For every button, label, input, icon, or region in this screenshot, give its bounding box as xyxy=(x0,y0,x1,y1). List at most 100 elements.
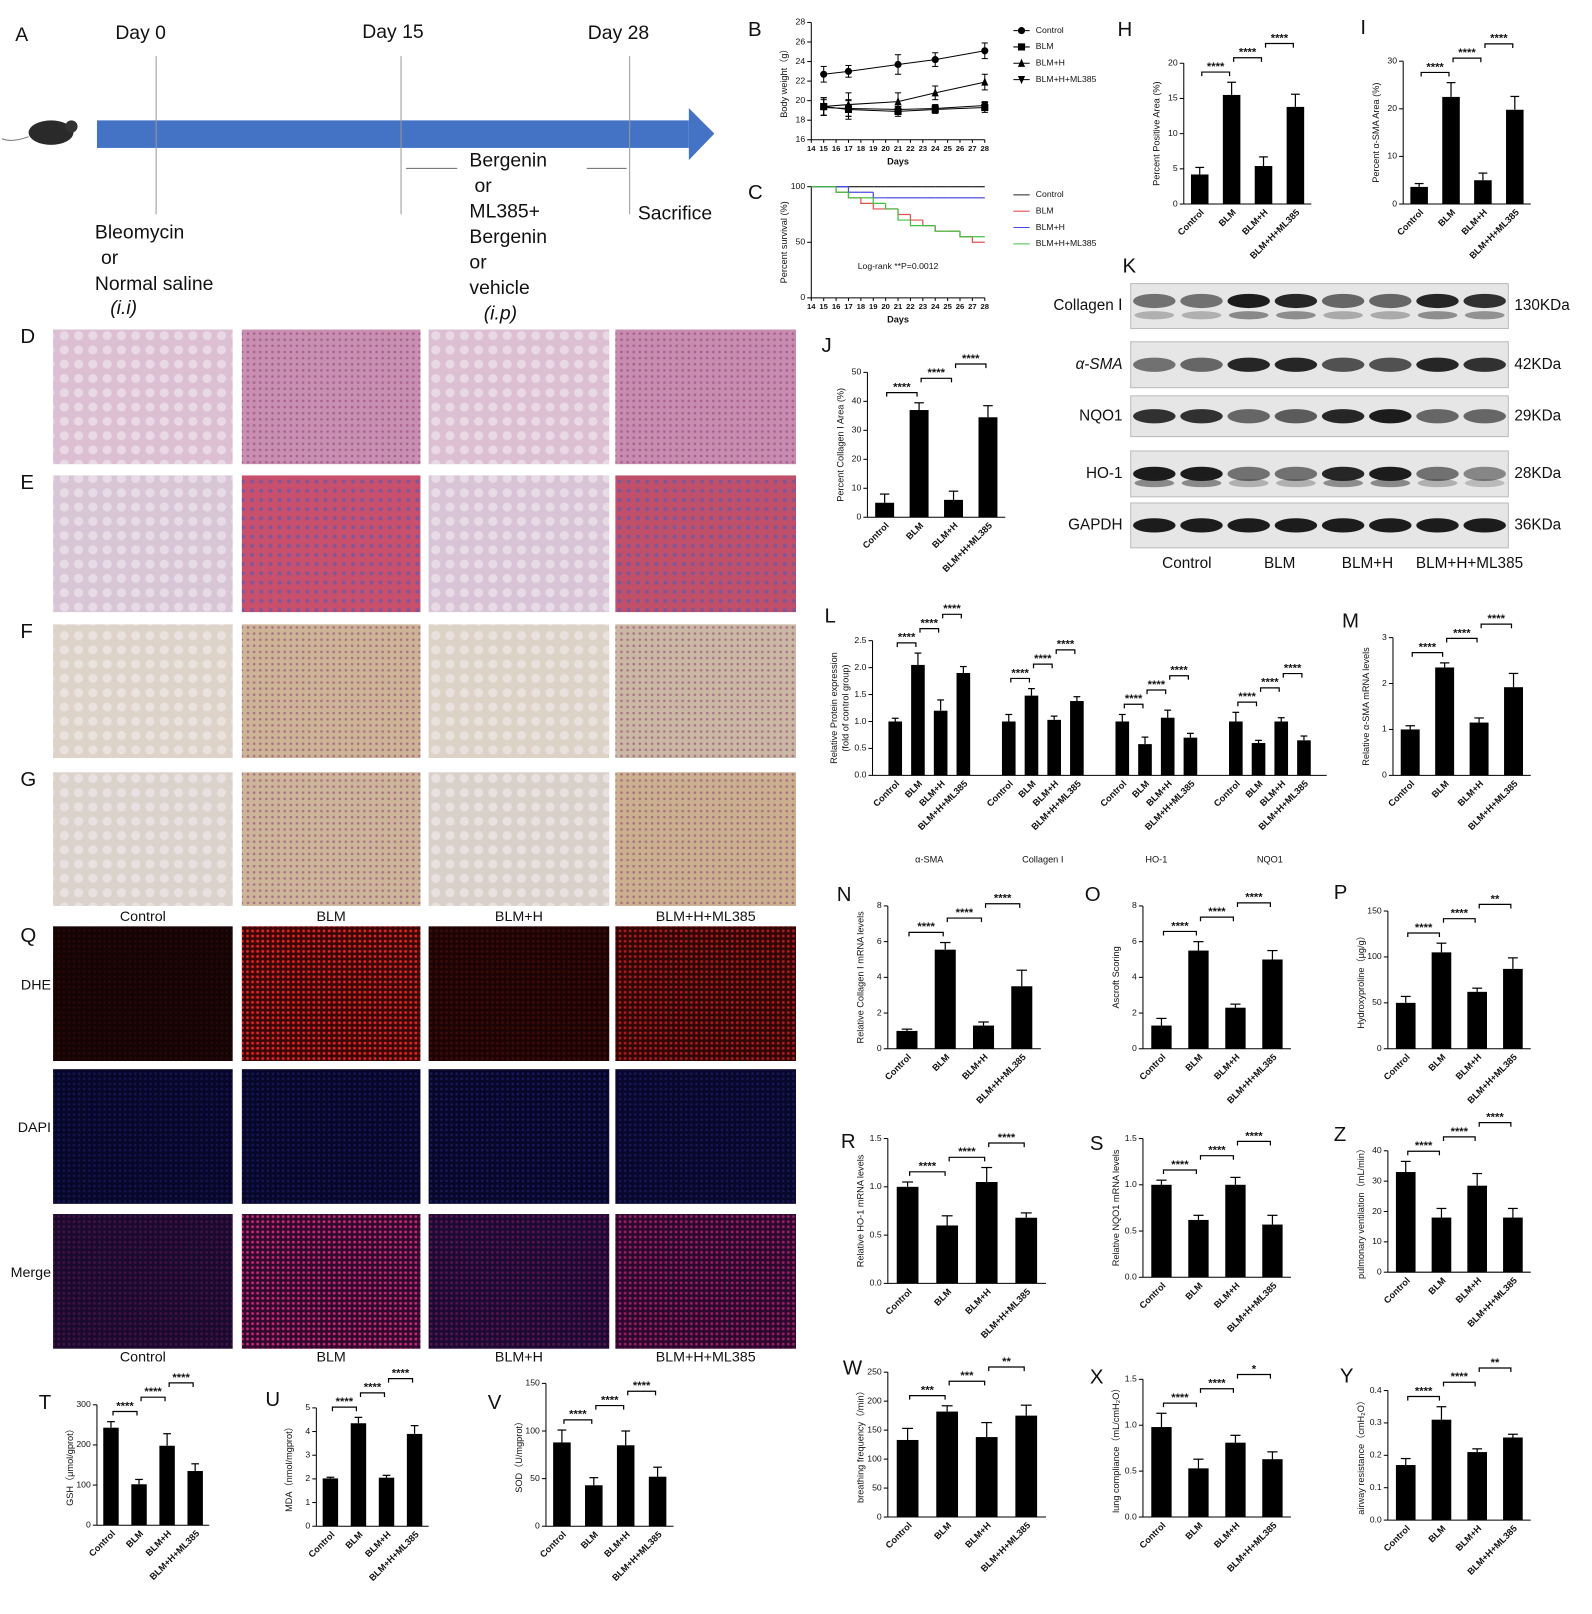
treatment-text: or xyxy=(469,251,487,273)
y-tick-label: 250 xyxy=(867,1366,882,1376)
marker xyxy=(844,67,853,75)
sig-bracket xyxy=(1282,672,1303,678)
marker xyxy=(1017,76,1026,85)
blot-band xyxy=(1180,357,1223,372)
y-tick-label: 10 xyxy=(1168,128,1178,138)
sig-label: **** xyxy=(1171,920,1189,932)
x-tick-label: BLM xyxy=(1184,1052,1205,1073)
protein-label: Collagen Ⅰ xyxy=(1053,297,1122,314)
x-tick-label: BLM xyxy=(1217,207,1238,228)
bar xyxy=(1503,1437,1523,1521)
bar xyxy=(1001,721,1016,776)
annotation: Log-rank **P=0.0012 xyxy=(858,261,939,271)
sig-bracket xyxy=(1452,57,1482,63)
survival-step xyxy=(922,220,936,227)
x-tick-label: Control xyxy=(306,1529,336,1559)
group-label: NQO1 xyxy=(1257,854,1283,864)
treatment-text: vehicle xyxy=(469,277,529,299)
x-tick-label: 22 xyxy=(906,144,915,153)
sig-label: **** xyxy=(144,1386,162,1398)
blot-band xyxy=(1276,311,1316,320)
sig-label: **** xyxy=(1415,922,1433,934)
y-tick-label: 2 xyxy=(305,1473,310,1483)
fluorescence-texture xyxy=(615,926,796,1062)
blot-band xyxy=(1464,478,1505,488)
y-tick-label: 0 xyxy=(877,1511,882,1521)
blot-band xyxy=(1274,357,1318,372)
survival-step xyxy=(897,208,911,221)
y-tick-label: 1.5 xyxy=(1125,1374,1137,1384)
y-tick-label: 18 xyxy=(796,115,806,125)
y-tick-label: 1 xyxy=(1382,724,1387,734)
stain-label: DAPI xyxy=(18,1120,51,1136)
sig-bracket xyxy=(948,1156,986,1162)
size-label: 28KDa xyxy=(1514,465,1561,482)
panel-letter: B xyxy=(748,19,762,41)
sig-label: **** xyxy=(1458,47,1476,59)
marker xyxy=(820,70,828,78)
x-axis-label: Days xyxy=(887,157,909,167)
sig-label: **** xyxy=(1057,639,1075,651)
timeline-arrow xyxy=(96,120,689,148)
y-axis-label: Relative α-SMA mRNA levels xyxy=(1361,647,1371,766)
micrograph-texture xyxy=(428,475,610,613)
sig-bracket xyxy=(1201,71,1231,77)
y-tick-label: 0.5 xyxy=(870,1229,882,1239)
treatment-text: (i.p) xyxy=(484,302,517,324)
sig-label: *** xyxy=(960,1370,974,1382)
sig-bracket xyxy=(1480,623,1513,629)
bar xyxy=(1188,1219,1209,1278)
y-tick-label: 0.0 xyxy=(854,770,866,780)
sig-label: **** xyxy=(364,1382,382,1394)
blot-band xyxy=(1133,357,1176,372)
blot-band xyxy=(1416,518,1459,533)
x-tick-label: Control xyxy=(985,779,1015,809)
x-tick-label: BLM+H xyxy=(930,520,960,550)
bar xyxy=(1274,721,1289,776)
sig-label: **** xyxy=(898,632,916,644)
x-tick-label: BLM xyxy=(579,1529,600,1550)
x-tick-label: BLM xyxy=(1184,1280,1205,1301)
blot-band xyxy=(1323,311,1363,320)
y-tick-label: 1.5 xyxy=(870,1133,882,1143)
survival-step xyxy=(847,192,861,199)
sig-label: **** xyxy=(1034,653,1052,665)
sig-label: **** xyxy=(336,1396,354,1408)
group-label: BLM+H xyxy=(1342,555,1393,572)
sig-label: ** xyxy=(1491,893,1500,905)
induction-text: or xyxy=(101,247,119,269)
bar xyxy=(909,410,929,518)
sig-label: **** xyxy=(1261,677,1279,689)
y-tick-label: 0.0 xyxy=(1125,1272,1137,1282)
y-tick-label: 30 xyxy=(852,425,862,435)
treatment-text: ML385+ xyxy=(469,200,540,222)
legend-label: BLM xyxy=(1036,205,1054,215)
y-tick-label: 0.5 xyxy=(854,743,866,753)
y-axis-label: Hydroxyproline（μg/g） xyxy=(1356,931,1366,1029)
panel-letter: X xyxy=(1090,1367,1104,1389)
panel-letter: K xyxy=(1123,256,1137,278)
sig-bracket xyxy=(886,391,918,397)
x-tick-label: 20 xyxy=(881,302,890,311)
sig-bracket xyxy=(1236,1140,1272,1146)
x-tick-label: BLM xyxy=(344,1529,365,1550)
bar xyxy=(1188,950,1209,1049)
blot-band xyxy=(1134,478,1175,488)
panel-letter: L xyxy=(825,606,836,628)
panel-letter: O xyxy=(1085,884,1101,906)
y-tick-label: 50 xyxy=(852,367,862,377)
micrograph-texture xyxy=(428,329,610,465)
sig-bracket xyxy=(1478,903,1512,909)
y-tick-label: 10 xyxy=(1372,1236,1382,1246)
x-tick-label: 20 xyxy=(881,144,890,153)
panel-letter: Z xyxy=(1334,1124,1346,1146)
sig-bracket xyxy=(988,1142,1025,1148)
x-tick-label: 19 xyxy=(869,144,878,153)
sig-bracket xyxy=(140,1396,166,1402)
marker xyxy=(844,104,853,114)
bar xyxy=(187,1471,203,1526)
panel-letter: V xyxy=(488,1392,502,1414)
blot-strip xyxy=(1130,395,1509,438)
y-tick-label: 0.4 xyxy=(1370,1385,1382,1395)
survival-step xyxy=(872,203,886,210)
